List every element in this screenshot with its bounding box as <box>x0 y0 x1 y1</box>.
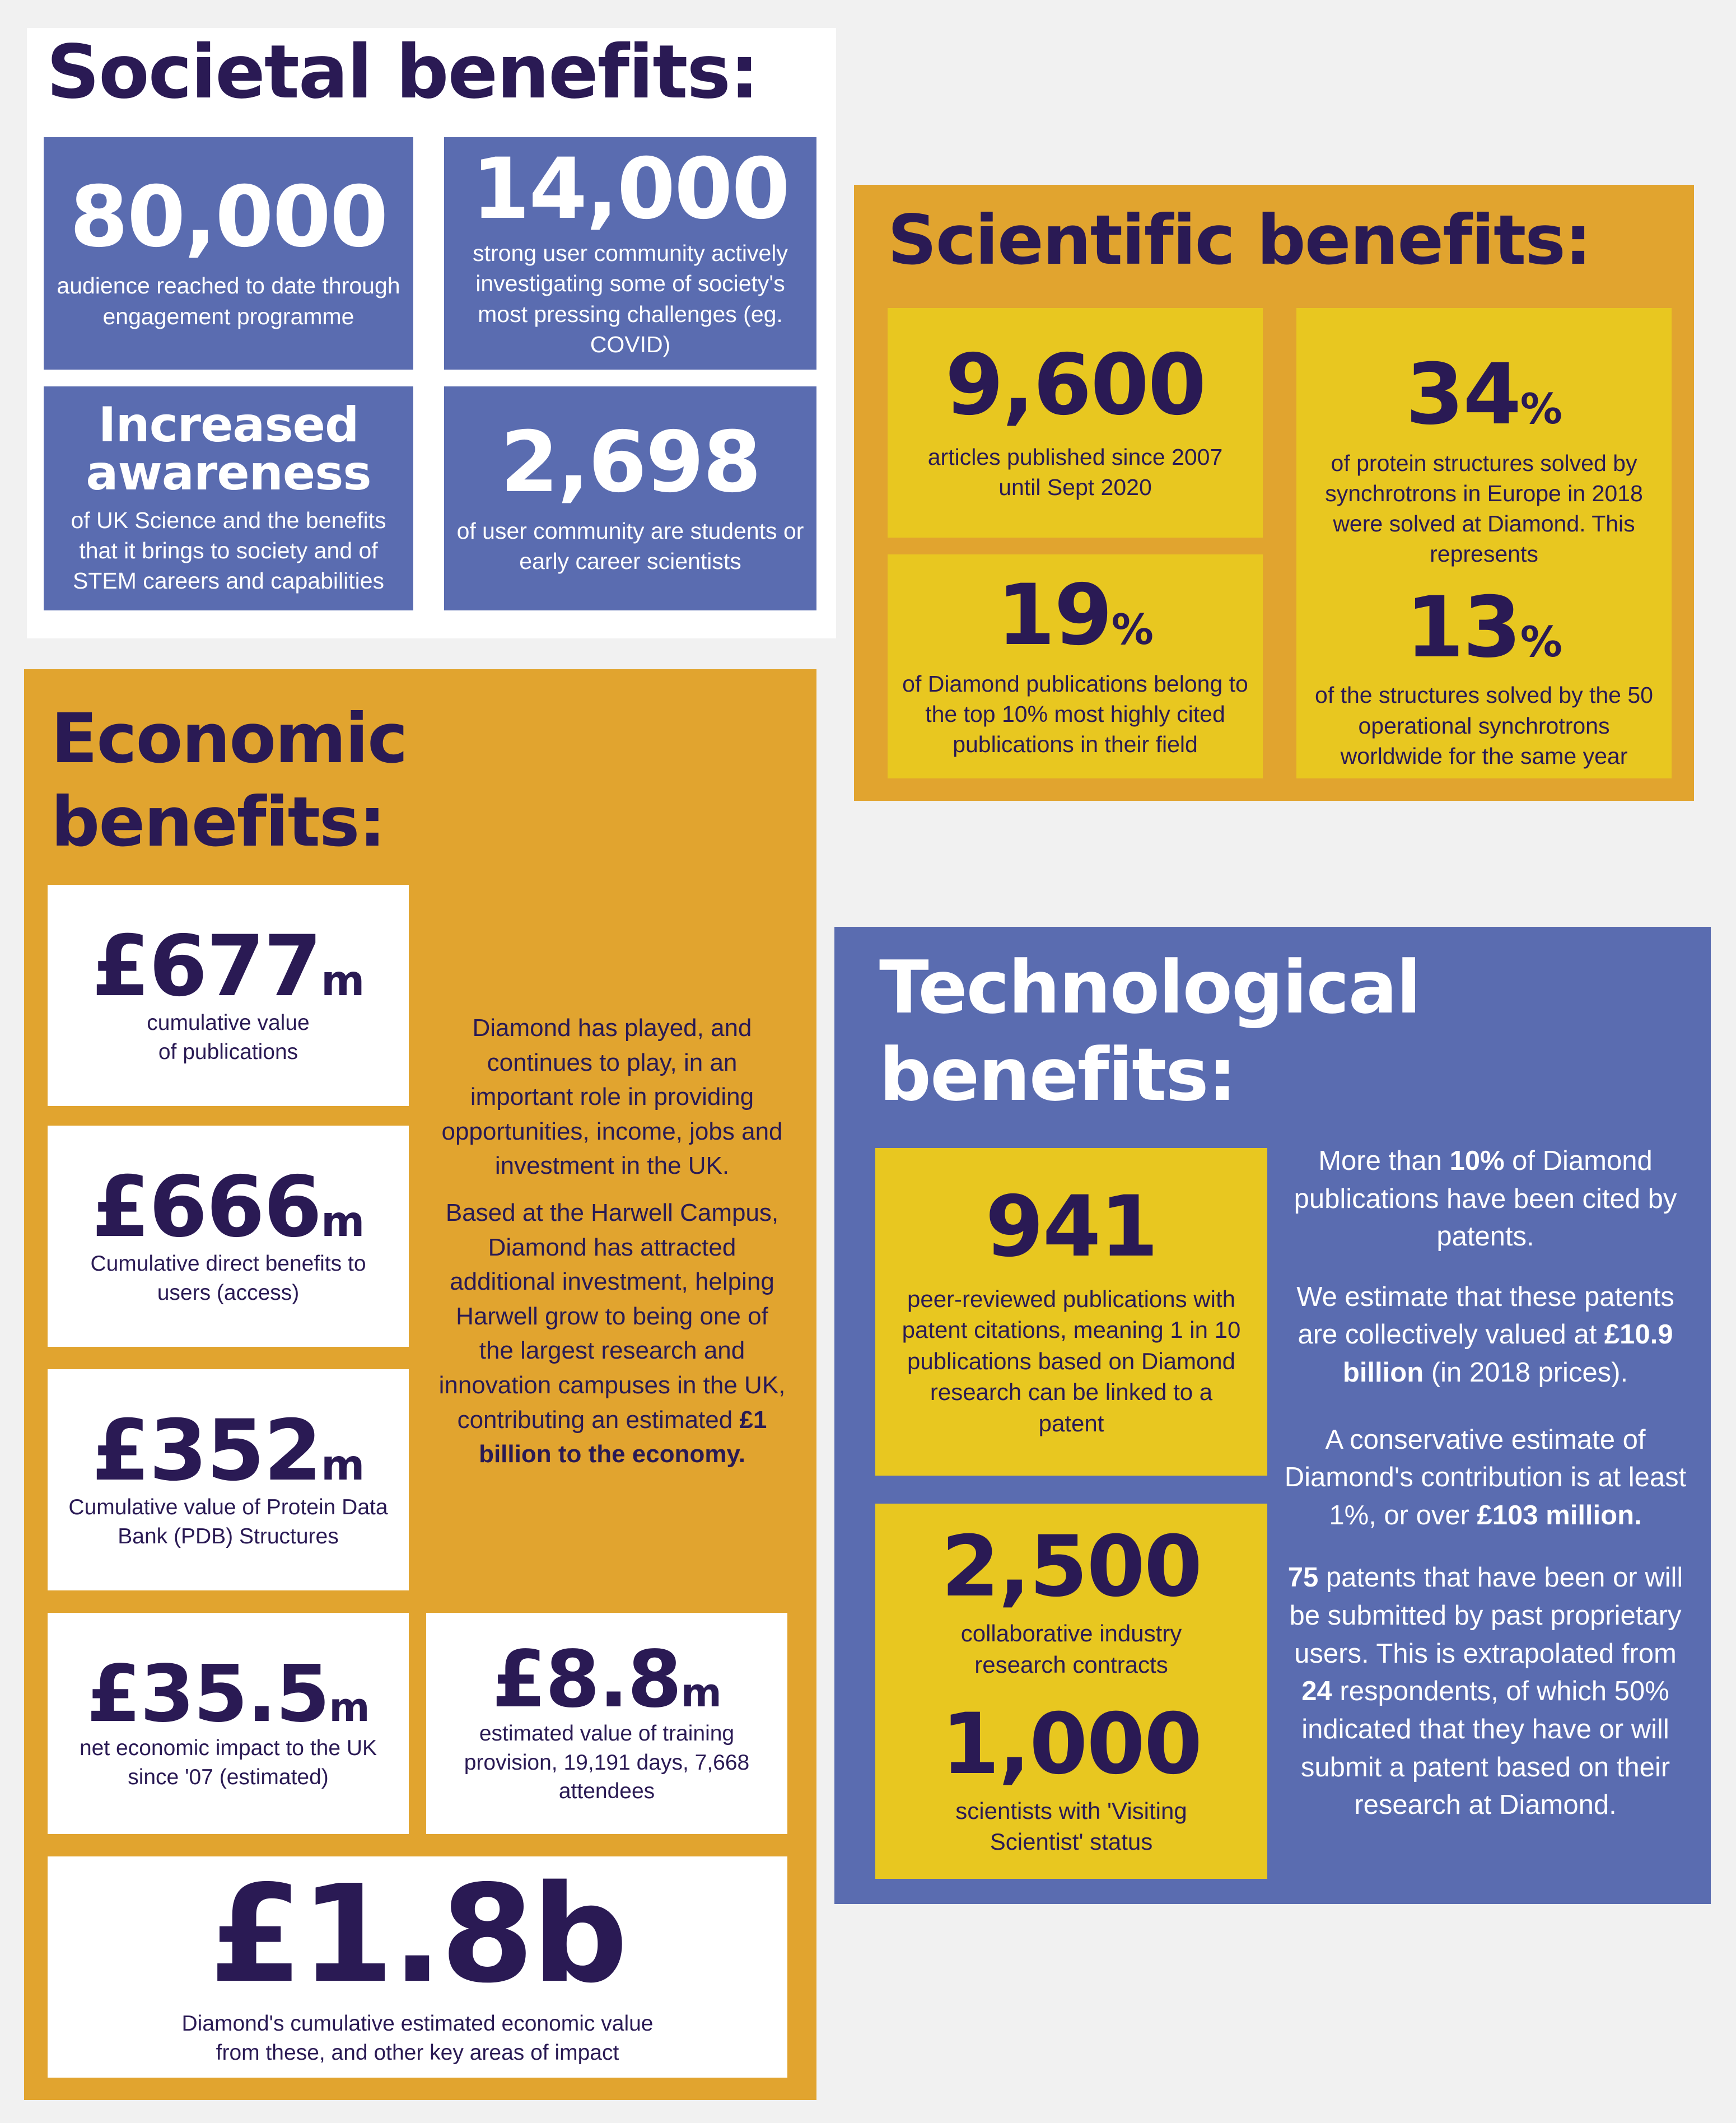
stat-value: £677m <box>91 918 365 1016</box>
technological-text-column: More than 10% of Diamond publications ha… <box>1282 1142 1688 1825</box>
technological-title: Technological benefits: <box>879 944 1421 1118</box>
scientific-stat-protein-structures: 34% of protein structures solved by sync… <box>1296 308 1672 778</box>
societal-stat-community: 14,000 strong user community actively in… <box>444 137 816 370</box>
societal-panel: Societal benefits: 80,000 audience reach… <box>27 28 836 638</box>
technological-paragraph-3: A conservative estimate of Diamond's con… <box>1284 1424 1687 1531</box>
economic-text-column: Diamond has played, and continues to pla… <box>438 1011 786 1472</box>
technological-panel: Technological benefits: 941 peer-reviewe… <box>834 927 1711 1904</box>
economic-title-line1: Economic <box>51 699 408 778</box>
economic-stat-net-impact: £35.5m net economic impact to the UK sin… <box>48 1613 409 1834</box>
stat-value: 1,000 <box>941 1696 1202 1793</box>
economic-title-line2: benefits: <box>51 782 386 862</box>
stat-description: scientists with 'Visiting Scientist' sta… <box>955 1798 1187 1855</box>
economic-highlight: £1 billion to the economy. <box>479 1406 767 1468</box>
stat-value: £1.8b <box>209 1856 628 2013</box>
technological-paragraph-1: More than 10% of Diamond publications ha… <box>1294 1146 1677 1252</box>
societal-stat-awareness: Increased awareness of UK Science and th… <box>44 386 413 610</box>
stat-description: Cumulative value of Protein Data Bank (P… <box>68 1495 388 1548</box>
stat-description: of the structures solved by the 50 opera… <box>1315 682 1653 769</box>
societal-title: Societal benefits: <box>46 29 759 115</box>
stat-value: £666m <box>91 1159 365 1257</box>
stat-description: of user community are students or early … <box>456 517 804 574</box>
stat-value: Increased awareness <box>86 396 371 501</box>
technological-stat-contracts: 2,500 collaborative industry research co… <box>875 1504 1267 1879</box>
stat-value: 14,000 <box>472 141 790 239</box>
technological-title-line1: Technological <box>879 945 1421 1030</box>
economic-stat-total: £1.8b Diamond's cumulative estimated eco… <box>48 1856 787 2078</box>
stat-value: 19% <box>997 566 1154 664</box>
stat-description: peer-reviewed publications with patent c… <box>902 1285 1241 1436</box>
stat-description: Diamond's cumulative estimated economic … <box>181 2012 654 2065</box>
scientific-title: Scientific benefits: <box>888 200 1592 280</box>
stat-description: collaborative industry research contract… <box>960 1620 1182 1678</box>
stat-description: Cumulative direct benefits to users (acc… <box>90 1252 366 1305</box>
stat-description: estimated value of training provision, 1… <box>464 1721 750 1804</box>
stat-value: 13% <box>1406 579 1562 677</box>
societal-stat-audience: 80,000 audience reached to date through … <box>44 137 413 370</box>
stat-description: audience reached to date through engagem… <box>57 273 400 329</box>
stat-value: £352m <box>91 1402 365 1500</box>
stat-description: of UK Science and the benefits that it b… <box>71 507 386 594</box>
stat-value: 2,500 <box>941 1518 1202 1616</box>
stat-value: 34% <box>1406 346 1562 444</box>
technological-paragraph-4: 75 patents that have been or will be sub… <box>1287 1562 1683 1821</box>
scientific-stat-top-cited: 19% of Diamond publications belong to th… <box>888 554 1263 778</box>
economic-stat-direct-benefits: £666m Cumulative direct benefits to user… <box>48 1126 409 1347</box>
technological-stat-patent-publications: 941 peer-reviewed publications with pate… <box>875 1148 1267 1476</box>
economic-title: Economic benefits: <box>51 697 408 864</box>
stat-value: 80,000 <box>69 169 389 267</box>
stat-value: £8.8m <box>492 1634 722 1726</box>
stat-value: 9,600 <box>945 336 1206 434</box>
scientific-panel: Scientific benefits: 9,600 articles publ… <box>854 185 1694 801</box>
stat-value: 2,698 <box>500 413 761 511</box>
stat-description: cumulative value of publications <box>147 1011 310 1064</box>
stat-value: 941 <box>985 1178 1158 1276</box>
scientific-stat-articles: 9,600 articles published since 2007 unti… <box>888 308 1263 538</box>
economic-paragraph-1: Diamond has played, and continues to pla… <box>441 1014 783 1180</box>
economic-stat-publications: £677m cumulative value of publications <box>48 885 409 1106</box>
technological-title-line2: benefits: <box>879 1032 1237 1117</box>
stat-description: strong user community actively investiga… <box>473 240 788 357</box>
societal-stat-students: 2,698 of user community are students or … <box>444 386 816 610</box>
economic-panel: Economic benefits: £677m cumulative valu… <box>24 669 816 2100</box>
technological-paragraph-2: We estimate that these patents are colle… <box>1296 1281 1674 1388</box>
stat-value: £35.5m <box>86 1649 370 1741</box>
stat-description: of Diamond publications belong to the to… <box>902 670 1248 758</box>
stat-description: net economic impact to the UK since '07 … <box>79 1736 377 1789</box>
economic-stat-training: £8.8m estimated value of training provis… <box>426 1613 787 1834</box>
stat-description: articles published since 2007 until Sept… <box>927 444 1223 500</box>
economic-stat-pdb: £352m Cumulative value of Protein Data B… <box>48 1369 409 1590</box>
stat-description: of protein structures solved by synchrot… <box>1325 450 1643 567</box>
economic-paragraph-2: Based at the Harwell Campus, Diamond has… <box>438 1198 786 1468</box>
